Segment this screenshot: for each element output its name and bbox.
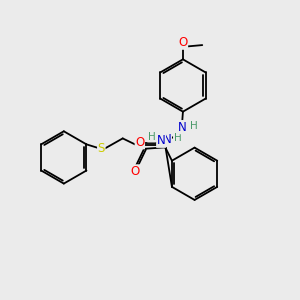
Text: H: H (148, 132, 155, 142)
Text: S: S (98, 142, 105, 155)
Text: H: H (190, 121, 198, 131)
Text: N: N (163, 134, 171, 146)
Text: O: O (178, 36, 188, 49)
Text: N: N (178, 121, 186, 134)
Text: O: O (135, 136, 145, 149)
Text: H: H (173, 134, 181, 143)
Text: O: O (130, 165, 140, 178)
Text: N: N (157, 134, 165, 147)
